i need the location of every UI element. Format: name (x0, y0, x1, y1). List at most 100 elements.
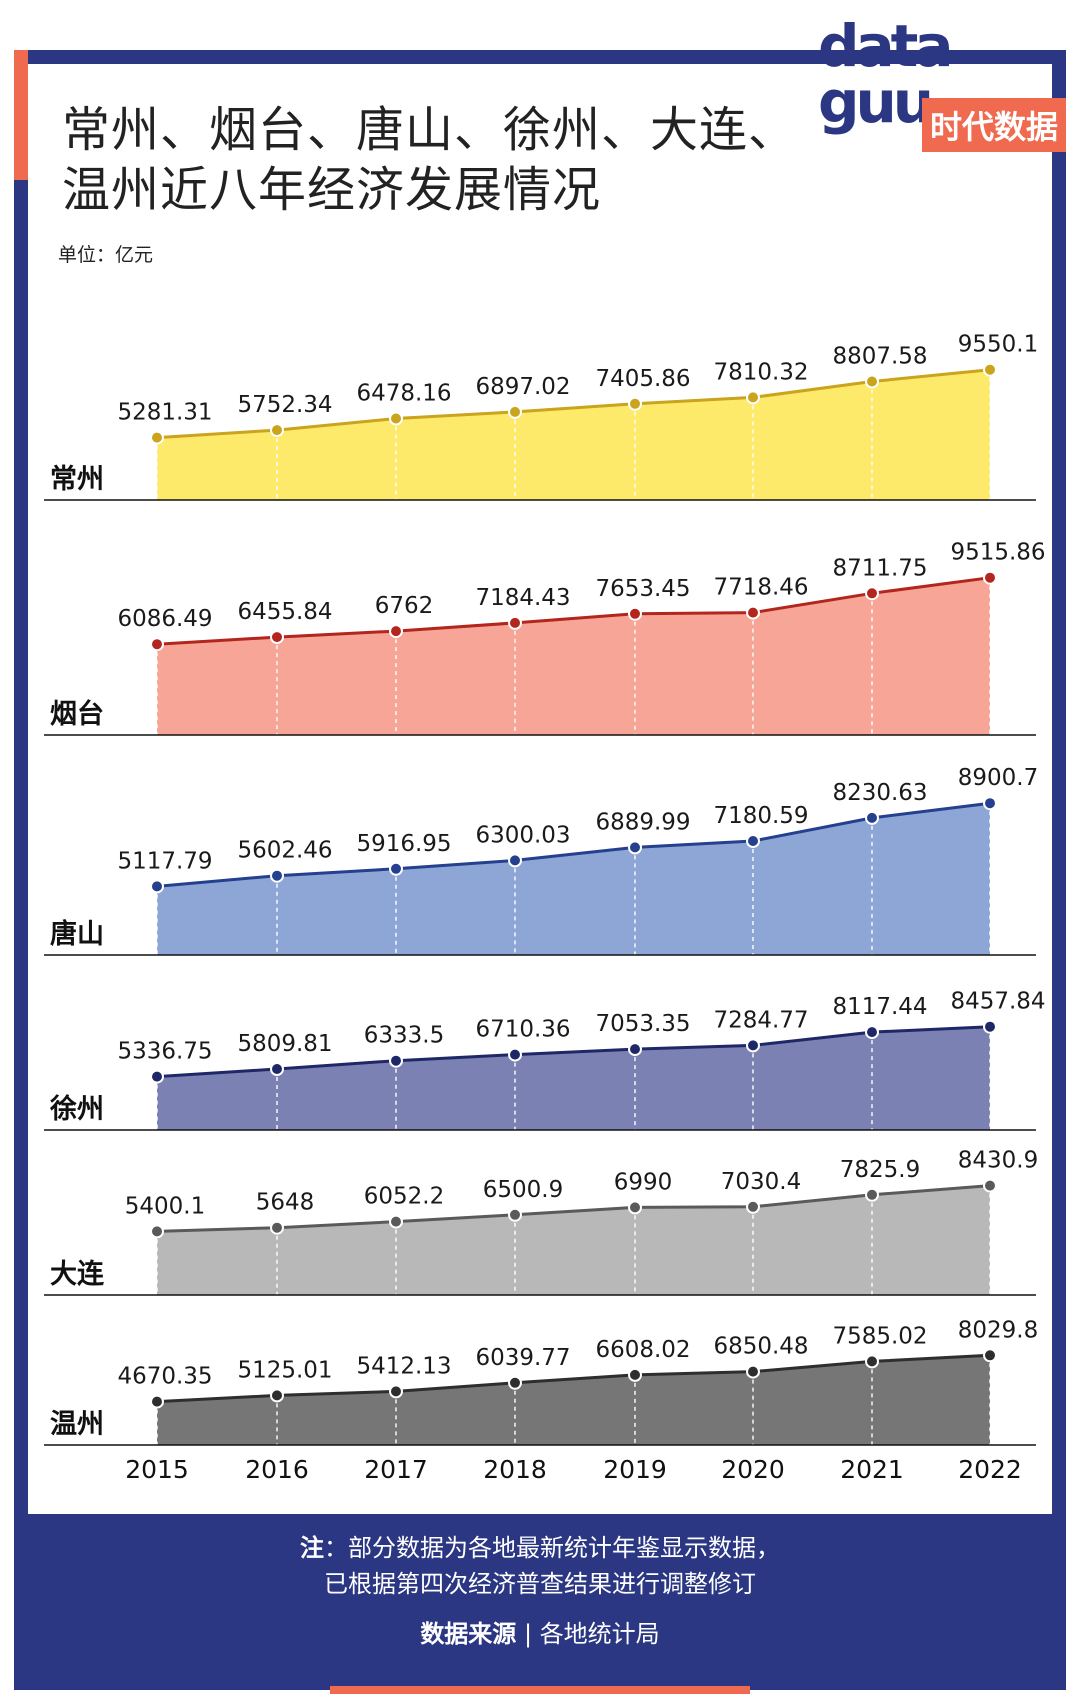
point-4-1 (150, 1069, 164, 1084)
point-4-8 (983, 1019, 997, 1034)
series-line-2 (156, 576, 991, 646)
x-tick-label-6: 2020 (721, 1455, 785, 1484)
series-line-5 (156, 1184, 991, 1233)
x-tick-label-1: 2015 (125, 1455, 189, 1484)
brand-logo-wordmark: data guu (818, 17, 954, 136)
data-label-2-4: 7184.43 (475, 585, 570, 611)
point-3-4 (508, 853, 522, 868)
point-5-7 (865, 1187, 879, 1202)
brand-logo-word-bottom: guu (818, 68, 934, 136)
data-label-2-6: 7718.46 (713, 575, 808, 601)
data-label-4-4: 6710.36 (475, 1017, 570, 1043)
data-label-6-2: 5125.01 (237, 1357, 332, 1383)
data-label-6-8: 8029.8 (958, 1317, 1038, 1343)
point-6-2 (270, 1388, 284, 1403)
area-2 (157, 577, 990, 735)
x-tick-label-4: 2018 (483, 1455, 547, 1484)
data-label-3-8: 8900.7 (958, 765, 1038, 791)
point-6-7 (865, 1354, 879, 1369)
point-3-6 (746, 834, 760, 848)
data-label-1-4: 6897.02 (475, 374, 570, 400)
point-3-3 (389, 861, 403, 876)
point-3-1 (150, 879, 164, 894)
point-4-5 (628, 1042, 642, 1057)
area-1 (157, 369, 990, 500)
series-line-4 (156, 1025, 991, 1079)
area-5 (157, 1185, 990, 1295)
point-4-6 (746, 1038, 760, 1053)
point-2-7 (865, 586, 879, 601)
accent-bar-bottom (330, 1686, 750, 1694)
data-label-5-3: 6052.2 (364, 1184, 444, 1210)
source-label: 数据来源 (420, 1620, 517, 1648)
data-label-5-7: 7825.9 (840, 1157, 920, 1183)
data-label-6-6: 6850.48 (713, 1334, 808, 1360)
data-label-4-3: 6333.5 (364, 1023, 444, 1049)
point-5-1 (150, 1224, 164, 1239)
series-line-3 (156, 801, 991, 888)
data-label-4-5: 7053.35 (595, 1011, 690, 1037)
point-5-2 (270, 1220, 284, 1235)
data-label-2-2: 6455.84 (237, 599, 332, 625)
note-text-1: ：部分数据为各地最新统计年鉴显示数据， (324, 1534, 780, 1562)
data-label-2-7: 8711.75 (832, 555, 927, 581)
data-label-6-7: 7585.02 (832, 1323, 927, 1349)
data-label-2-3: 6762 (375, 593, 434, 619)
point-5-3 (389, 1214, 403, 1229)
data-label-5-2: 5648 (256, 1190, 315, 1216)
point-1-1 (150, 430, 164, 445)
data-label-4-6: 7284.77 (713, 1007, 808, 1033)
data-label-6-3: 5412.13 (356, 1353, 451, 1379)
series-name-3: 唐山 (50, 918, 104, 950)
point-6-1 (150, 1394, 164, 1409)
point-3-5 (628, 840, 642, 855)
series-name-1: 常州 (50, 464, 104, 495)
chart-title: 常州、烟台、唐山、徐州、大连、 温州近八年经济发展情况 (62, 100, 797, 220)
data-label-3-7: 8230.63 (832, 780, 927, 806)
series-line-6 (156, 1353, 991, 1404)
data-label-6-1: 4670.35 (117, 1364, 212, 1390)
data-label-3-5: 6889.99 (595, 809, 690, 835)
series-name-6: 温州 (50, 1409, 104, 1440)
point-1-8 (983, 362, 997, 377)
point-2-8 (983, 570, 997, 585)
source-value: 各地统计局 (539, 1620, 660, 1648)
point-6-3 (389, 1384, 403, 1399)
data-label-4-2: 5809.81 (237, 1031, 332, 1057)
point-2-1 (150, 637, 164, 652)
point-3-8 (983, 796, 997, 811)
point-6-4 (508, 1375, 522, 1390)
brand-logo: data guu 时代数据 (818, 17, 1072, 168)
area-chart: 5281.31 5752.34 6478.16 6897.02 7405.86 7810.… (44, 332, 1046, 1484)
data-label-1-6: 7810.32 (713, 359, 808, 385)
data-label-6-4: 6039.77 (475, 1345, 570, 1371)
area-6 (157, 1355, 990, 1445)
note-line-2: 已根据第四次经济普查结果进行调整修订 (324, 1570, 756, 1598)
point-3-2 (270, 868, 284, 883)
data-label-5-8: 8430.9 (958, 1148, 1038, 1174)
data-label-4-7: 8117.44 (832, 994, 927, 1020)
data-label-5-6: 7030.4 (721, 1169, 801, 1195)
data-label-1-3: 6478.16 (356, 381, 451, 407)
point-1-3 (389, 411, 403, 426)
data-label-3-4: 6300.03 (475, 822, 570, 848)
note-head: 注 (300, 1534, 324, 1562)
data-label-3-2: 5602.46 (237, 838, 332, 864)
point-4-2 (270, 1062, 284, 1076)
data-label-3-3: 5916.95 (356, 831, 451, 857)
chart-title-line-2: 温州近八年经济发展情况 (62, 162, 602, 218)
point-1-2 (270, 423, 284, 438)
data-label-4-1: 5336.75 (117, 1039, 212, 1065)
point-4-3 (389, 1053, 403, 1068)
x-tick-label-3: 2017 (364, 1455, 428, 1484)
accent-bar-left (14, 50, 28, 180)
data-label-1-8: 9550.1 (958, 332, 1038, 358)
series-name-4: 徐州 (49, 1093, 104, 1125)
point-2-3 (389, 624, 403, 639)
unit-label: 单位：亿元 (58, 244, 154, 266)
point-2-2 (270, 630, 284, 645)
point-1-7 (865, 374, 879, 389)
point-1-6 (746, 390, 760, 405)
data-label-2-5: 7653.45 (595, 576, 690, 602)
brand-logo-cn: 时代数据 (922, 98, 1067, 152)
